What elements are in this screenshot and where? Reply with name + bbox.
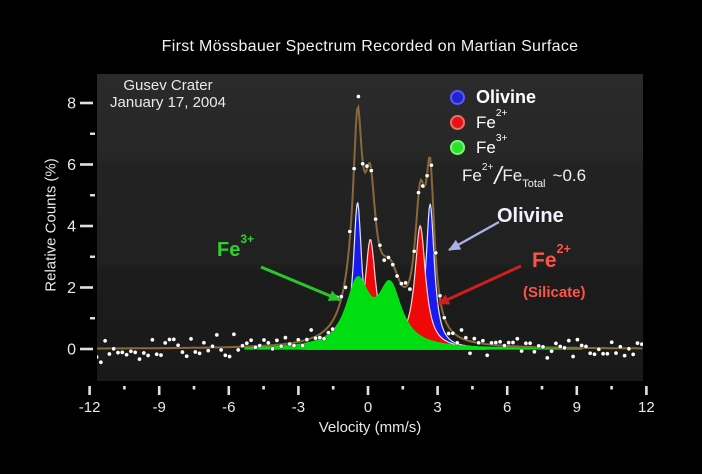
legend-swatch-olivine — [450, 90, 465, 105]
svg-text:6: 6 — [503, 399, 511, 416]
svg-text:12: 12 — [638, 399, 655, 416]
svg-text:0: 0 — [364, 399, 372, 416]
y-axis-title: Relative Counts (%) — [42, 158, 60, 292]
legend-swatch-fe2 — [450, 115, 465, 130]
x-axis-title: Velocity (mm/s) — [318, 419, 422, 436]
legend-item-fe2: Fe2+ — [450, 108, 536, 135]
chart-title: First Mössbauer Spectrum Recorded on Mar… — [161, 38, 579, 55]
legend-item-olivine: Olivine — [450, 85, 536, 110]
svg-text:-9: -9 — [153, 399, 166, 416]
svg-text:9: 9 — [573, 399, 581, 416]
fe-ratio-label: Fe2+/FeTotal ~0.6 — [462, 161, 587, 190]
x-axis-ticks: -12 -9 -6 -3 0 3 6 9 12 — [79, 386, 655, 416]
svg-text:8: 8 — [67, 96, 76, 113]
annotation-fe2: Fe2+ — [532, 242, 571, 272]
annotation-silicate: (Silicate) — [523, 284, 586, 301]
annotation-olivine: Olivine — [497, 205, 564, 227]
data-points — [97, 94, 643, 365]
fit-line — [97, 103, 643, 350]
site-date-label: Gusev Crater January 17, 2004 — [99, 77, 237, 111]
svg-text:-12: -12 — [79, 399, 101, 416]
legend-swatch-fe3 — [450, 140, 465, 155]
series-fe3- — [244, 276, 583, 350]
legend-label-olivine: Olivine — [476, 87, 537, 107]
site-name: Gusev Crater — [123, 77, 213, 94]
y-axis-ticks: 0 2 4 6 8 — [67, 96, 95, 359]
fe2-arrow — [437, 264, 522, 306]
legend-label-fe3: Fe3+ — [476, 133, 508, 157]
annotation-fe3: Fe3+ — [217, 231, 255, 261]
fe3-arrow — [260, 265, 341, 302]
legend-item-fe3: Fe3+ — [450, 133, 536, 160]
svg-text:-3: -3 — [292, 399, 305, 416]
svg-text:4: 4 — [67, 219, 76, 236]
svg-text:6: 6 — [67, 157, 76, 174]
observation-date: January 17, 2004 — [110, 94, 226, 111]
spectrum-curves — [97, 103, 643, 350]
svg-text:2: 2 — [67, 280, 76, 297]
legend-label-fe2: Fe2+ — [476, 108, 508, 132]
olivine-arrow — [448, 220, 500, 252]
svg-text:-6: -6 — [222, 399, 235, 416]
svg-text:0: 0 — [67, 342, 76, 359]
legend: Olivine Fe2+ Fe3+ — [450, 85, 536, 160]
svg-text:3: 3 — [433, 399, 441, 416]
